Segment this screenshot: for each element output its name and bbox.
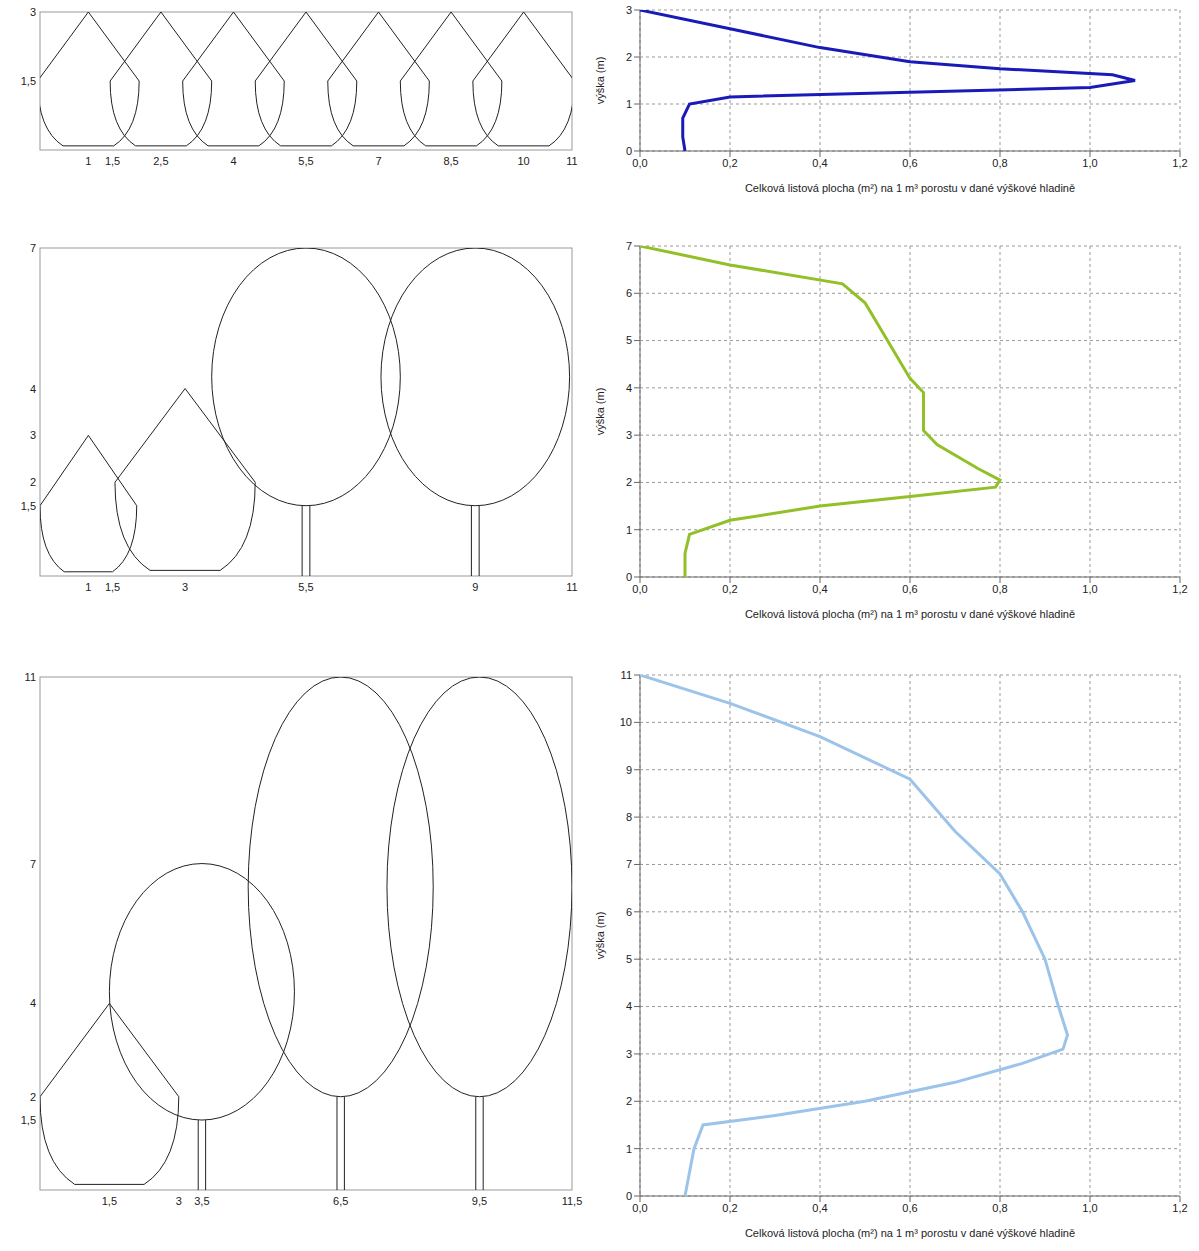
svg-text:1,2: 1,2 [1172, 157, 1187, 169]
svg-text:0,2: 0,2 [722, 1202, 737, 1214]
svg-text:Celková listová plocha (m²) na: Celková listová plocha (m²) na 1 m³ poro… [745, 182, 1075, 194]
svg-text:6: 6 [626, 287, 632, 299]
svg-text:6,5: 6,5 [333, 1195, 348, 1207]
svg-text:11: 11 [25, 671, 36, 683]
svg-text:0,6: 0,6 [902, 583, 917, 595]
svg-text:0: 0 [626, 571, 632, 583]
svg-text:10: 10 [620, 716, 632, 728]
svg-text:1,5: 1,5 [21, 1114, 36, 1126]
svg-text:11,5: 11,5 [562, 1195, 583, 1207]
svg-text:výška (m): výška (m) [594, 912, 606, 960]
svg-text:1,2: 1,2 [1172, 1202, 1187, 1214]
svg-text:1,0: 1,0 [1082, 583, 1097, 595]
svg-text:3: 3 [626, 429, 632, 441]
svg-text:0,4: 0,4 [812, 157, 827, 169]
svg-text:3: 3 [30, 429, 36, 441]
svg-text:3: 3 [182, 581, 188, 593]
svg-text:2,5: 2,5 [153, 155, 168, 167]
svg-text:1: 1 [85, 581, 91, 593]
svg-text:4: 4 [626, 1000, 632, 1012]
svg-text:4: 4 [30, 997, 36, 1009]
svg-text:5,5: 5,5 [298, 581, 313, 593]
svg-text:7: 7 [626, 858, 632, 870]
svg-text:výška (m): výška (m) [594, 388, 606, 436]
svg-text:0,2: 0,2 [722, 157, 737, 169]
svg-text:3: 3 [626, 1048, 632, 1060]
svg-text:7: 7 [30, 858, 36, 870]
svg-text:6: 6 [626, 906, 632, 918]
svg-text:7: 7 [626, 240, 632, 252]
svg-text:2: 2 [626, 51, 632, 63]
svg-text:5: 5 [626, 953, 632, 965]
svg-text:0,0: 0,0 [632, 583, 647, 595]
svg-text:1,0: 1,0 [1082, 1202, 1097, 1214]
svg-text:3: 3 [626, 4, 632, 16]
svg-text:1,5: 1,5 [21, 75, 36, 87]
svg-text:3: 3 [30, 6, 36, 18]
svg-text:0,8: 0,8 [992, 583, 1007, 595]
svg-text:1: 1 [626, 98, 632, 110]
svg-text:2: 2 [30, 1091, 36, 1103]
svg-text:1: 1 [85, 155, 91, 167]
svg-text:2: 2 [30, 476, 36, 488]
svg-text:0,0: 0,0 [632, 157, 647, 169]
svg-text:1,5: 1,5 [102, 1195, 117, 1207]
svg-text:2: 2 [626, 476, 632, 488]
svg-text:0,6: 0,6 [902, 157, 917, 169]
svg-text:0,6: 0,6 [902, 1202, 917, 1214]
svg-text:4: 4 [30, 383, 36, 395]
svg-text:11: 11 [566, 581, 577, 593]
svg-text:5,5: 5,5 [298, 155, 313, 167]
svg-text:0,4: 0,4 [812, 583, 827, 595]
svg-text:0,8: 0,8 [992, 157, 1007, 169]
svg-text:7: 7 [375, 155, 381, 167]
svg-text:2: 2 [626, 1095, 632, 1107]
svg-text:8: 8 [626, 811, 632, 823]
svg-text:0,4: 0,4 [812, 1202, 827, 1214]
svg-text:Celková listová plocha (m²) na: Celková listová plocha (m²) na 1 m³ poro… [745, 1227, 1075, 1239]
svg-text:8,5: 8,5 [443, 155, 458, 167]
svg-text:11: 11 [566, 155, 577, 167]
svg-text:1,5: 1,5 [105, 155, 120, 167]
svg-text:0: 0 [626, 145, 632, 157]
svg-text:0,8: 0,8 [992, 1202, 1007, 1214]
svg-text:3: 3 [176, 1195, 182, 1207]
svg-text:11: 11 [621, 669, 632, 681]
svg-text:4: 4 [230, 155, 236, 167]
svg-text:5: 5 [626, 334, 632, 346]
svg-text:3,5: 3,5 [194, 1195, 209, 1207]
svg-text:Celková listová plocha (m²) na: Celková listová plocha (m²) na 1 m³ poro… [745, 608, 1075, 620]
svg-text:9: 9 [626, 764, 632, 776]
svg-text:0: 0 [626, 1190, 632, 1202]
svg-text:10: 10 [518, 155, 530, 167]
svg-text:1,5: 1,5 [21, 500, 36, 512]
svg-text:9: 9 [472, 581, 478, 593]
svg-text:1,2: 1,2 [1172, 583, 1187, 595]
svg-text:0,0: 0,0 [632, 1202, 647, 1214]
svg-text:1,0: 1,0 [1082, 157, 1097, 169]
svg-text:1: 1 [626, 524, 632, 536]
svg-text:1: 1 [626, 1143, 632, 1155]
svg-text:4: 4 [626, 382, 632, 394]
svg-text:9,5: 9,5 [472, 1195, 487, 1207]
svg-text:0,2: 0,2 [722, 583, 737, 595]
svg-text:výška (m): výška (m) [594, 57, 606, 105]
svg-text:1,5: 1,5 [105, 581, 120, 593]
svg-text:7: 7 [30, 242, 36, 254]
